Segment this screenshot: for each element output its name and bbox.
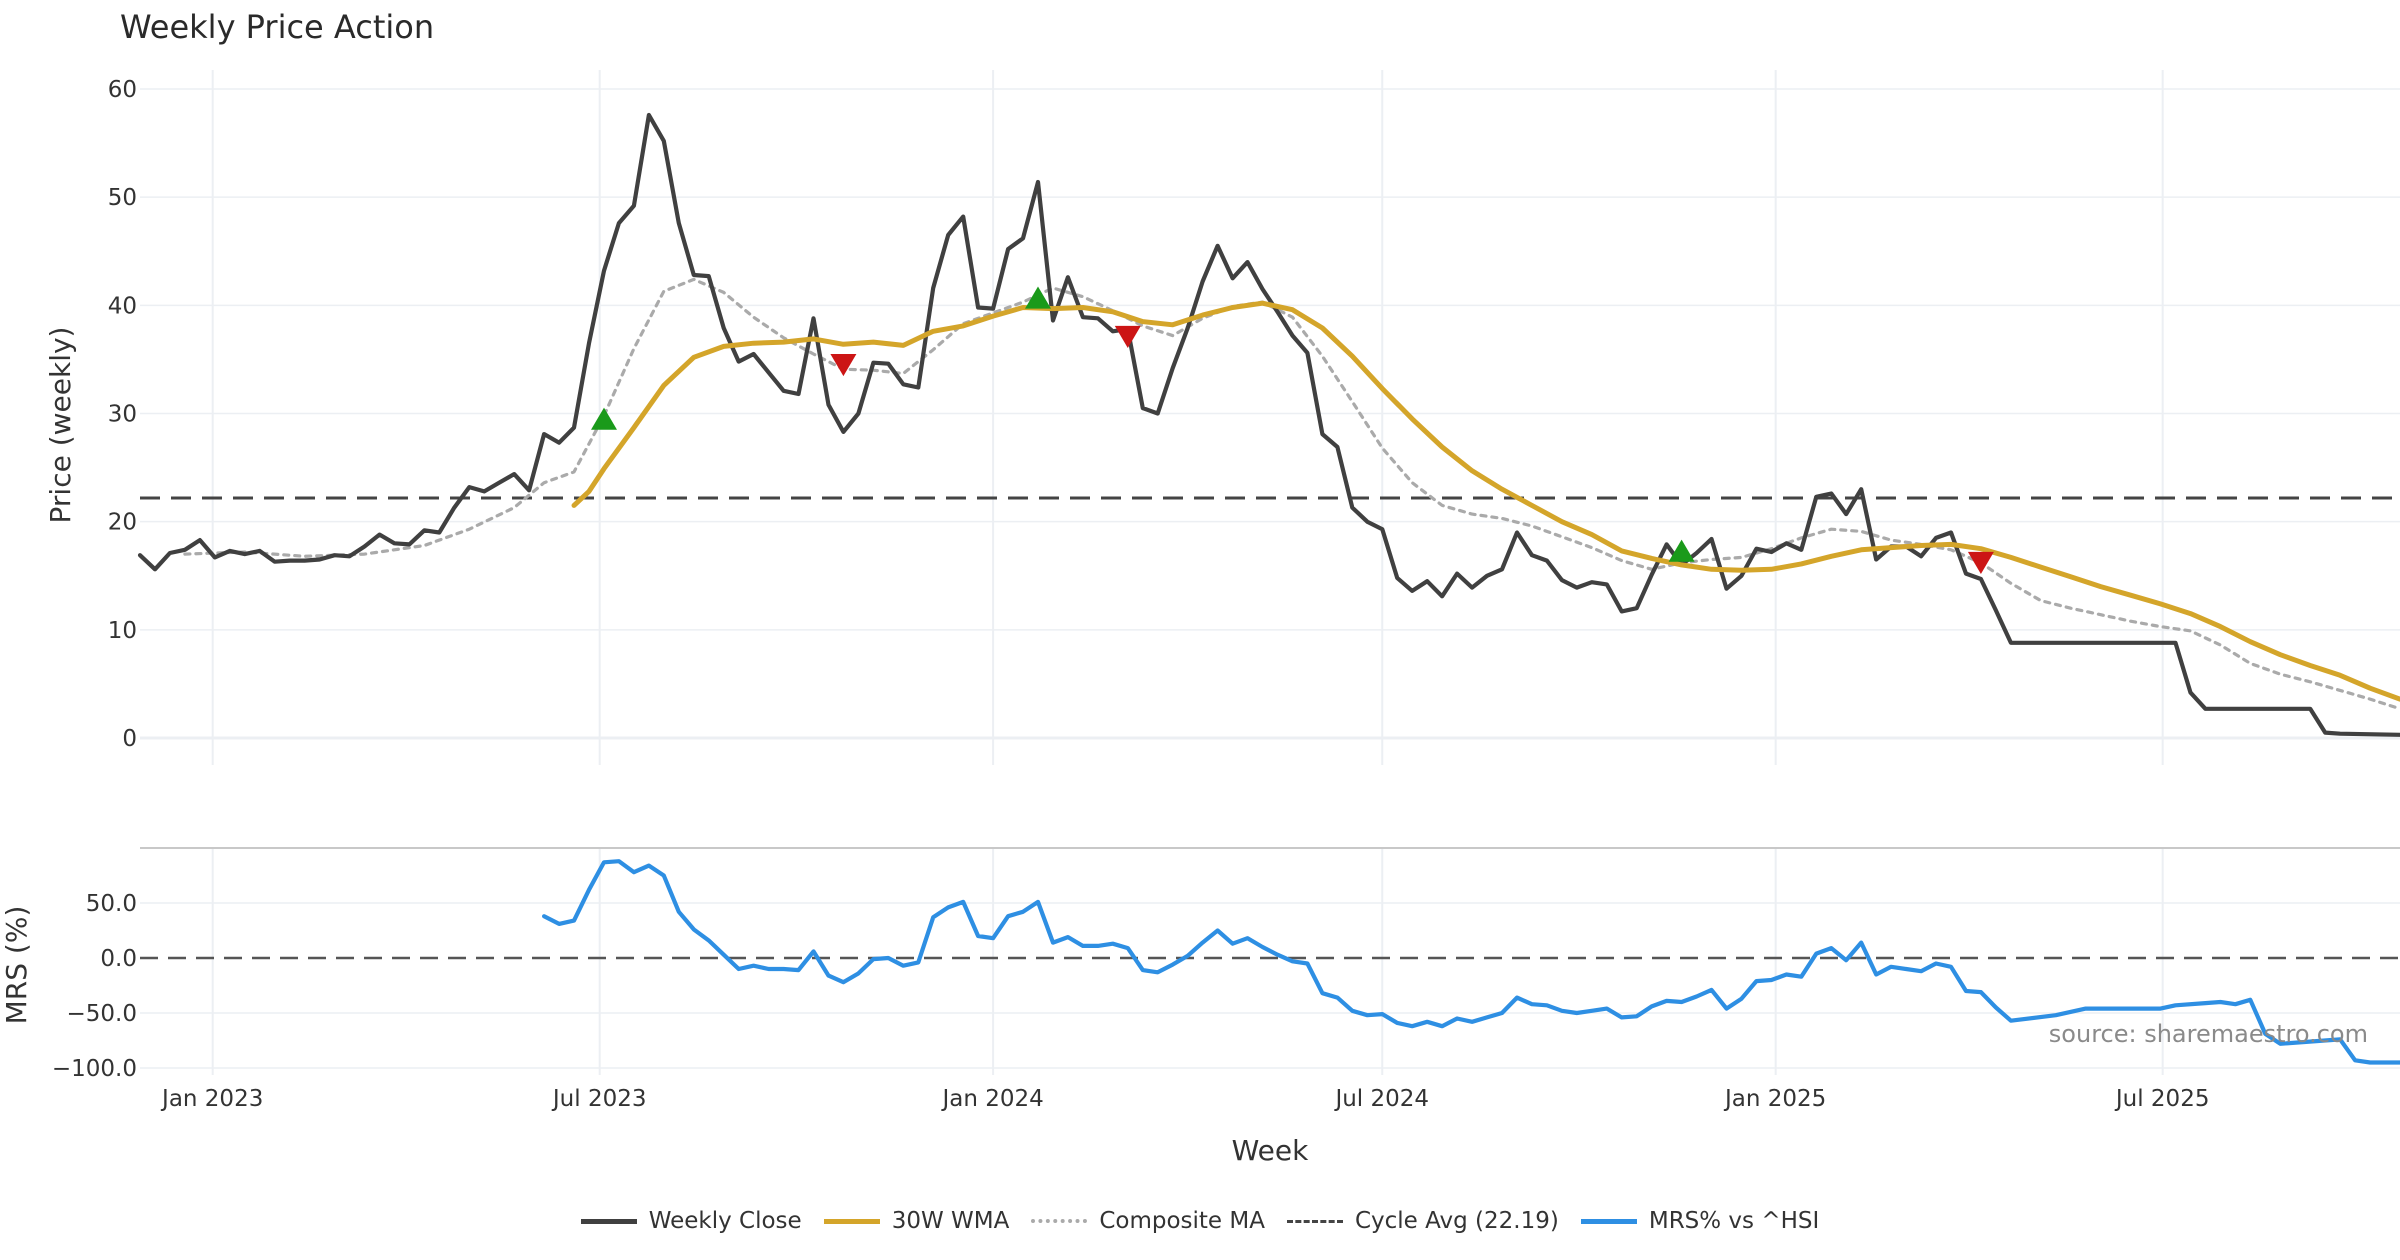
x-tick-label: Jul 2024 bbox=[1333, 1086, 1429, 1112]
price-ytick-label: 10 bbox=[108, 618, 137, 644]
buy-signal-marker bbox=[1025, 286, 1051, 309]
sell-signal-marker bbox=[830, 354, 857, 377]
price-ytick-label: 30 bbox=[108, 402, 137, 428]
buy-signal-marker bbox=[591, 407, 617, 430]
legend-item-cycle: Cycle Avg (22.19) bbox=[1286, 1208, 1559, 1234]
price-ytick-label: 40 bbox=[108, 293, 137, 319]
sell-signal-marker bbox=[1114, 325, 1141, 348]
legend-swatch-mrs bbox=[1580, 1218, 1637, 1224]
legend-label: Weekly Close bbox=[648, 1208, 802, 1234]
composite-series-line bbox=[183, 277, 2400, 711]
mrs-y-axis-title: MRS (%) bbox=[0, 906, 33, 1025]
legend-label: Cycle Avg (22.19) bbox=[1354, 1208, 1559, 1234]
wma-series-line bbox=[571, 300, 2400, 702]
legend-swatch-composite bbox=[1031, 1219, 1088, 1223]
mrs-ytick-label: 50.0 bbox=[86, 891, 137, 917]
mrs-ytick-label: −50.0 bbox=[67, 1001, 137, 1027]
x-tick-label: Jan 2024 bbox=[940, 1086, 1043, 1112]
buy-signal-marker bbox=[1668, 539, 1695, 562]
x-tick-label: Jul 2025 bbox=[2114, 1086, 2210, 1112]
legend-item-wma: 30W WMA bbox=[823, 1208, 1010, 1234]
mrs-ytick-label: −100.0 bbox=[52, 1056, 137, 1082]
legend-label: Composite MA bbox=[1099, 1208, 1265, 1234]
legend-swatch-wma bbox=[823, 1218, 880, 1224]
legend-item-close: Weekly Close bbox=[580, 1208, 802, 1234]
source-note: source: sharemaestro.com bbox=[2048, 1020, 2368, 1048]
mrs-ytick-label: 0.0 bbox=[100, 946, 137, 972]
legend-item-composite: Composite MA bbox=[1031, 1208, 1265, 1234]
sell-signal-marker bbox=[1967, 551, 1994, 574]
chart-title: Weekly Price Action bbox=[120, 8, 435, 46]
legend-swatch-cycle bbox=[1286, 1219, 1343, 1223]
mrs-series-line bbox=[542, 859, 2400, 1065]
x-tick-label: Jul 2023 bbox=[551, 1086, 647, 1112]
legend-label: 30W WMA bbox=[891, 1208, 1010, 1234]
price-ytick-label: 50 bbox=[108, 185, 137, 211]
price-ytick-label: 20 bbox=[108, 510, 137, 536]
legend-item-mrs: MRS% vs ^HSI bbox=[1580, 1208, 1820, 1234]
legend-label: MRS% vs ^HSI bbox=[1648, 1208, 1820, 1234]
legend-swatch-close bbox=[580, 1218, 637, 1224]
price-y-axis-title: Price (weekly) bbox=[44, 327, 77, 524]
x-tick-label: Jan 2023 bbox=[160, 1086, 263, 1112]
x-tick-label: Jan 2025 bbox=[1723, 1086, 1826, 1112]
price-ytick-label: 0 bbox=[122, 726, 137, 752]
x-axis-title: Week bbox=[1232, 1134, 1309, 1167]
chart-legend: Weekly Close 30W WMA Composite MA Cycle Avg… bbox=[0, 1208, 2400, 1234]
close-series-line bbox=[137, 112, 2400, 737]
price-ytick-label: 60 bbox=[108, 77, 137, 103]
